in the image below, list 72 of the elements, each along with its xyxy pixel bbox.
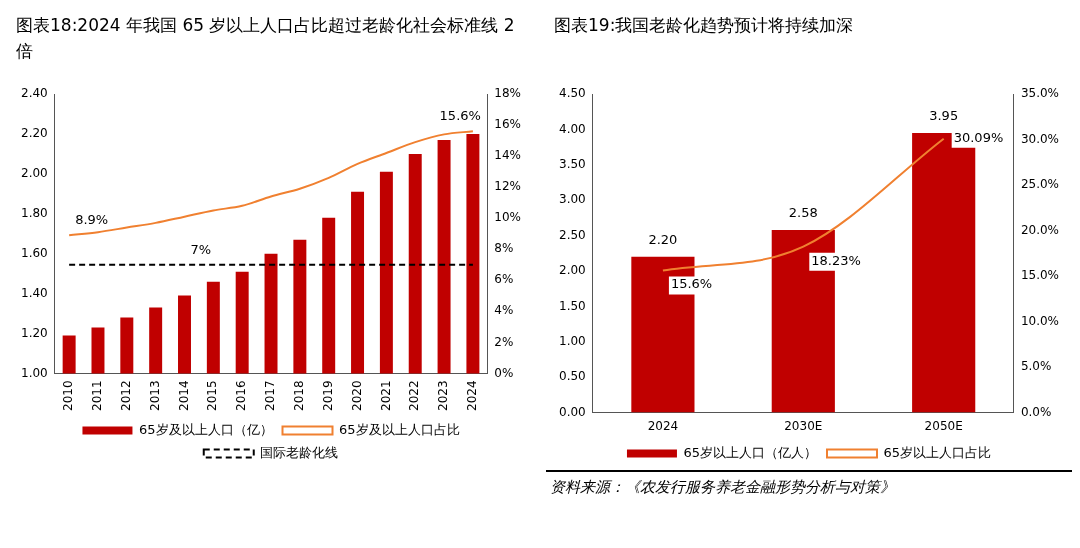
x-tick-label: 2020: [349, 380, 364, 412]
legend-label: 65岁以上人口（亿人）: [683, 444, 817, 460]
legend-label: 65岁及以上人口占比: [339, 421, 460, 437]
legend-label: 国际老龄化线: [260, 444, 339, 460]
y-tick-label: 1.80: [21, 205, 48, 220]
x-tick-label: 2015: [205, 380, 220, 412]
text: 资料来源：《农发行服务养老金融形势分析与对策》: [546, 470, 1072, 503]
y2-tick-label: 10%: [494, 210, 521, 225]
y-tick-label: 1.00: [21, 365, 48, 380]
x-tick-label: 2024: [647, 418, 679, 433]
legend-label: 65岁及以上人口（亿）: [138, 421, 273, 437]
y2-tick-label: 16%: [494, 117, 521, 132]
y-tick-label: 2.40: [21, 86, 48, 101]
y-tick-label: 4.00: [559, 121, 586, 136]
x-tick-label: 2011: [90, 380, 105, 412]
data-label: 15.6%: [670, 276, 713, 292]
chart-title: 图表18:2024 年我国 65 岁以上人口占比超过老龄化社会标准线 2 倍: [15, 14, 516, 63]
data-label: 3.95: [929, 107, 959, 123]
data-label: 2.58: [788, 204, 818, 220]
y2-tick-label: 2%: [494, 334, 514, 349]
y2-tick-label: 0.0%: [1020, 404, 1052, 419]
x-tick-label: 2024: [465, 380, 480, 412]
data-label: 8.9%: [75, 212, 109, 228]
x-tick-label: 2022: [407, 380, 422, 412]
y-tick-label: 3.00: [559, 192, 586, 207]
y2-tick-label: 20.0%: [1020, 222, 1059, 237]
x-tick-label: 2010: [61, 380, 76, 412]
x-tick-label: 2016: [234, 380, 249, 412]
data-label: 7%: [190, 241, 212, 257]
data-label: 18.23%: [811, 252, 861, 268]
y2-tick-label: 14%: [494, 148, 521, 163]
y-tick-label: 1.20: [21, 325, 48, 340]
y2-tick-label: 30.0%: [1020, 131, 1059, 146]
y-tick-label: 2.20: [21, 126, 48, 141]
y-tick-label: 3.50: [559, 156, 586, 171]
y-tick-label: 2.50: [559, 227, 586, 242]
x-tick-label: 2019: [320, 380, 335, 412]
y-tick-label: 1.40: [21, 285, 48, 300]
y-tick-label: 1.60: [21, 245, 48, 260]
y2-tick-label: 18%: [494, 86, 521, 101]
chart-title: 图表19:我国老龄化趋势预计将持续加深: [553, 14, 855, 37]
y2-tick-label: 0%: [494, 365, 514, 380]
y2-tick-label: 12%: [494, 179, 521, 194]
x-tick-label: 2050E: [924, 418, 963, 433]
x-tick-label: 2023: [436, 380, 451, 412]
x-tick-label: 2021: [378, 380, 393, 412]
x-tick-label: 2030E: [784, 418, 823, 433]
data-label: 30.09%: [953, 130, 1004, 146]
y-tick-label: 1.00: [559, 333, 586, 348]
x-tick-label: 2013: [147, 380, 162, 412]
data-label: 15.6%: [439, 108, 481, 124]
y2-tick-label: 5.0%: [1020, 359, 1052, 374]
y2-tick-label: 15.0%: [1020, 268, 1059, 283]
x-tick-label: 2012: [118, 380, 133, 412]
x-tick-label: 2014: [176, 380, 191, 412]
line-series: [68, 130, 474, 237]
y-tick-label: 4.50: [559, 86, 586, 101]
x-tick-label: 2018: [291, 380, 306, 412]
y-tick-label: 2.00: [559, 263, 586, 278]
legend-label: 65岁以上人口占比: [883, 444, 992, 460]
y2-tick-label: 35.0%: [1020, 86, 1059, 101]
y2-tick-label: 4%: [494, 303, 514, 318]
y2-tick-label: 25.0%: [1020, 177, 1059, 192]
y-tick-label: 2.00: [21, 165, 48, 180]
y2-tick-label: 6%: [494, 272, 514, 287]
y-tick-label: 0.00: [559, 404, 586, 419]
y2-tick-label: 8%: [494, 241, 514, 256]
data-label: 2.20: [648, 231, 678, 247]
y-tick-label: 0.50: [559, 369, 586, 384]
y-tick-label: 1.50: [559, 298, 586, 313]
y2-tick-label: 10.0%: [1020, 313, 1059, 328]
x-tick-label: 2017: [263, 380, 278, 412]
